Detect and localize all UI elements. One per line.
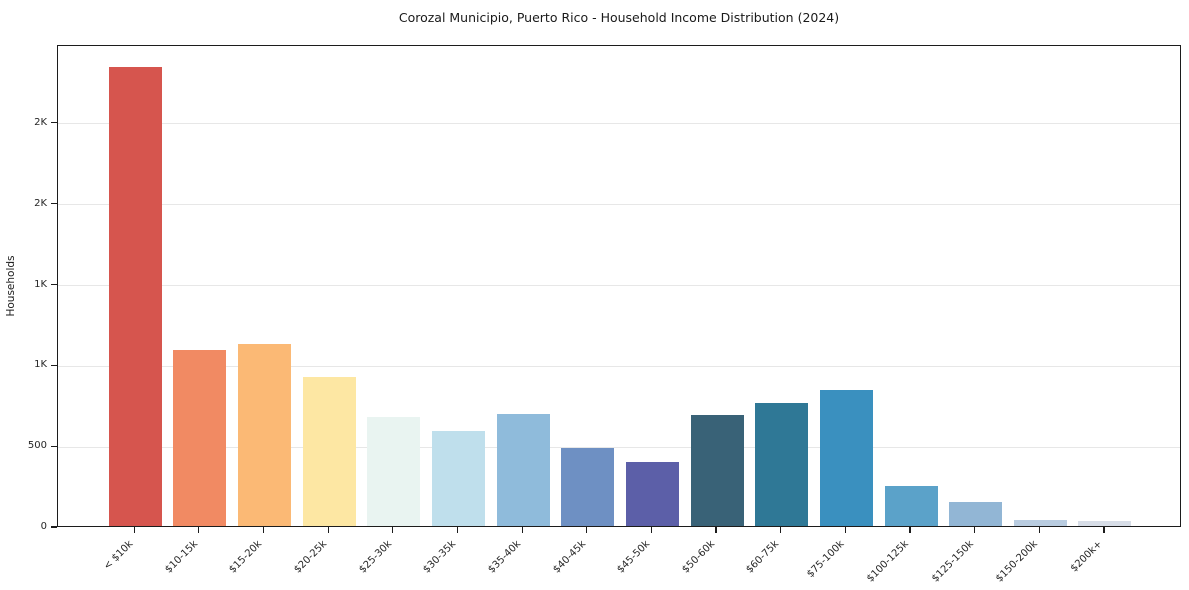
x-tick-label: $25-30k bbox=[356, 538, 394, 576]
y-tick-mark bbox=[50, 445, 57, 447]
bar-< $10k bbox=[108, 66, 162, 526]
x-tick-label: $150-200k bbox=[994, 538, 1041, 585]
bar-$100-125k bbox=[884, 485, 938, 526]
x-tick-mark bbox=[1103, 527, 1105, 533]
bar-$25-30k bbox=[367, 417, 421, 526]
y-tick-mark bbox=[50, 364, 57, 366]
gridline bbox=[58, 285, 1180, 287]
gridline bbox=[58, 123, 1180, 125]
bar-$20-25k bbox=[302, 376, 356, 526]
x-tick-mark bbox=[392, 527, 394, 533]
x-tick-mark bbox=[650, 527, 652, 533]
x-tick-mark bbox=[586, 527, 588, 533]
bar-$50-60k bbox=[690, 414, 744, 526]
bar-$15-20k bbox=[238, 343, 291, 526]
x-tick-mark bbox=[327, 527, 329, 533]
x-tick-label: $15-20k bbox=[227, 538, 265, 576]
y-tick-label: 2K bbox=[34, 116, 47, 128]
chart-title: Corozal Municipio, Puerto Rico - Househo… bbox=[398, 10, 840, 25]
x-tick-label: $30-35k bbox=[421, 538, 459, 576]
bar-$60-75k bbox=[755, 402, 809, 526]
bar-$45-50k bbox=[625, 462, 679, 526]
x-tick-label: $10-15k bbox=[162, 538, 200, 576]
bar-$30-35k bbox=[431, 431, 485, 526]
x-tick-mark bbox=[909, 527, 911, 533]
bar-$200k+ bbox=[1078, 521, 1132, 526]
gridline bbox=[58, 365, 1180, 367]
x-tick-label: $200k+ bbox=[1069, 538, 1105, 575]
y-tick-label: 500 bbox=[27, 440, 47, 452]
x-tick-label: $45-50k bbox=[615, 538, 653, 576]
x-tick-label: $20-25k bbox=[292, 538, 330, 576]
x-tick-mark bbox=[780, 527, 782, 533]
y-tick-mark bbox=[50, 283, 57, 286]
x-tick-mark bbox=[715, 527, 717, 533]
bar-$75-100k bbox=[819, 390, 873, 526]
x-tick-mark bbox=[133, 527, 135, 533]
x-tick-label: $125-150k bbox=[929, 538, 976, 585]
x-tick-mark bbox=[198, 527, 200, 533]
x-tick-label: < $10k bbox=[101, 538, 136, 573]
bar-$150-200k bbox=[1013, 520, 1067, 526]
gridline bbox=[58, 204, 1180, 206]
bar-$125-150k bbox=[949, 502, 1003, 526]
x-tick-label: $100-125k bbox=[864, 538, 911, 585]
x-tick-mark bbox=[262, 527, 265, 533]
y-tick-label: 1K bbox=[34, 359, 47, 371]
y-tick-mark bbox=[50, 122, 57, 124]
x-tick-mark bbox=[1038, 527, 1040, 533]
x-tick-mark bbox=[456, 527, 459, 533]
y-tick-label: 1K bbox=[34, 278, 47, 290]
x-tick-mark bbox=[844, 527, 846, 533]
x-tick-label: $50-60k bbox=[680, 538, 717, 576]
plot-area bbox=[57, 45, 1181, 527]
x-tick-label: $60-75k bbox=[744, 538, 782, 576]
x-tick-label: $40-45k bbox=[550, 538, 588, 576]
x-tick-mark bbox=[521, 527, 523, 533]
bar-$40-45k bbox=[561, 448, 615, 526]
bar-$10-15k bbox=[173, 350, 227, 526]
x-tick-label: $75-100k bbox=[804, 538, 847, 581]
x-tick-mark bbox=[974, 527, 976, 533]
y-tick-mark bbox=[50, 203, 57, 205]
bar-$35-40k bbox=[496, 414, 550, 526]
x-tick-label: $35-40k bbox=[486, 538, 523, 576]
y-tick-label: 0 bbox=[40, 521, 47, 532]
y-tick-mark bbox=[50, 526, 57, 528]
gridline bbox=[58, 446, 1180, 448]
y-tick-label: 2K bbox=[34, 197, 47, 209]
